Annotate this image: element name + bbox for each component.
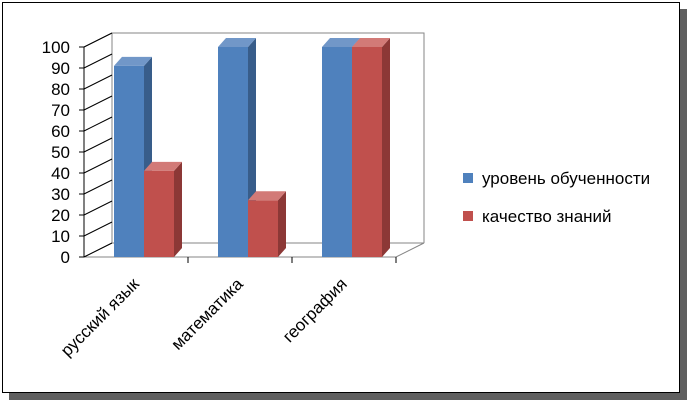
bar-side [382,38,390,257]
bar-front [114,65,144,258]
y-tick-label: 40 [51,164,70,183]
y-tick-depth-line [83,137,113,153]
bars [114,38,390,258]
bar-side [278,191,286,257]
bar-front [144,170,174,257]
bar [352,38,390,257]
y-tick-label: 90 [51,59,70,78]
legend-swatch [463,211,473,221]
bar [248,191,286,257]
x-axis-categories: русский язык математика география [57,274,351,360]
y-tick-label: 100 [42,38,70,57]
y-tick-label: 30 [51,185,70,204]
y-tick-depth-line [83,221,113,237]
legend-swatch [463,173,473,183]
y-tick-label: 80 [51,80,70,99]
x-category-label: география [279,274,351,346]
y-tick-depth-line [83,242,113,258]
bar-front [352,47,382,257]
y-tick-depth-line [83,95,113,111]
bar-top [114,56,152,66]
bar-top [352,38,390,47]
x-category-label: математика [168,274,248,354]
x-category-label: русский язык [57,274,143,360]
y-tick-label: 20 [51,206,70,225]
bar-top [248,191,286,201]
legend: уровень обученности качество знаний [463,169,650,226]
bar-front [218,47,248,257]
bar [144,161,182,257]
legend-label: качество знаний [482,207,612,226]
y-tick-depth-line [83,116,113,132]
y-tick-depth-line [83,158,113,174]
y-tick-label: 70 [51,101,70,120]
y-tick-depth-line [83,53,113,69]
bar-front [322,47,352,257]
y-tick-depth-line [83,74,113,90]
y-axis-ticks: 0 10 20 30 40 50 60 70 80 90 100 [42,32,397,267]
y-tick-label: 60 [51,122,70,141]
y-tick-label: 0 [61,248,70,267]
y-tick-label: 50 [51,143,70,162]
bar-top [144,161,182,171]
y-tick-depth-line [83,200,113,216]
y-tick-label: 10 [51,227,70,246]
y-tick-depth-line [83,179,113,195]
y-tick-depth-line [83,32,113,48]
bar-front [248,200,278,257]
bar-side [174,161,182,257]
bar [322,38,360,257]
bar-top [322,38,360,47]
bar-top [218,38,256,47]
legend-label: уровень обученности [482,169,650,188]
